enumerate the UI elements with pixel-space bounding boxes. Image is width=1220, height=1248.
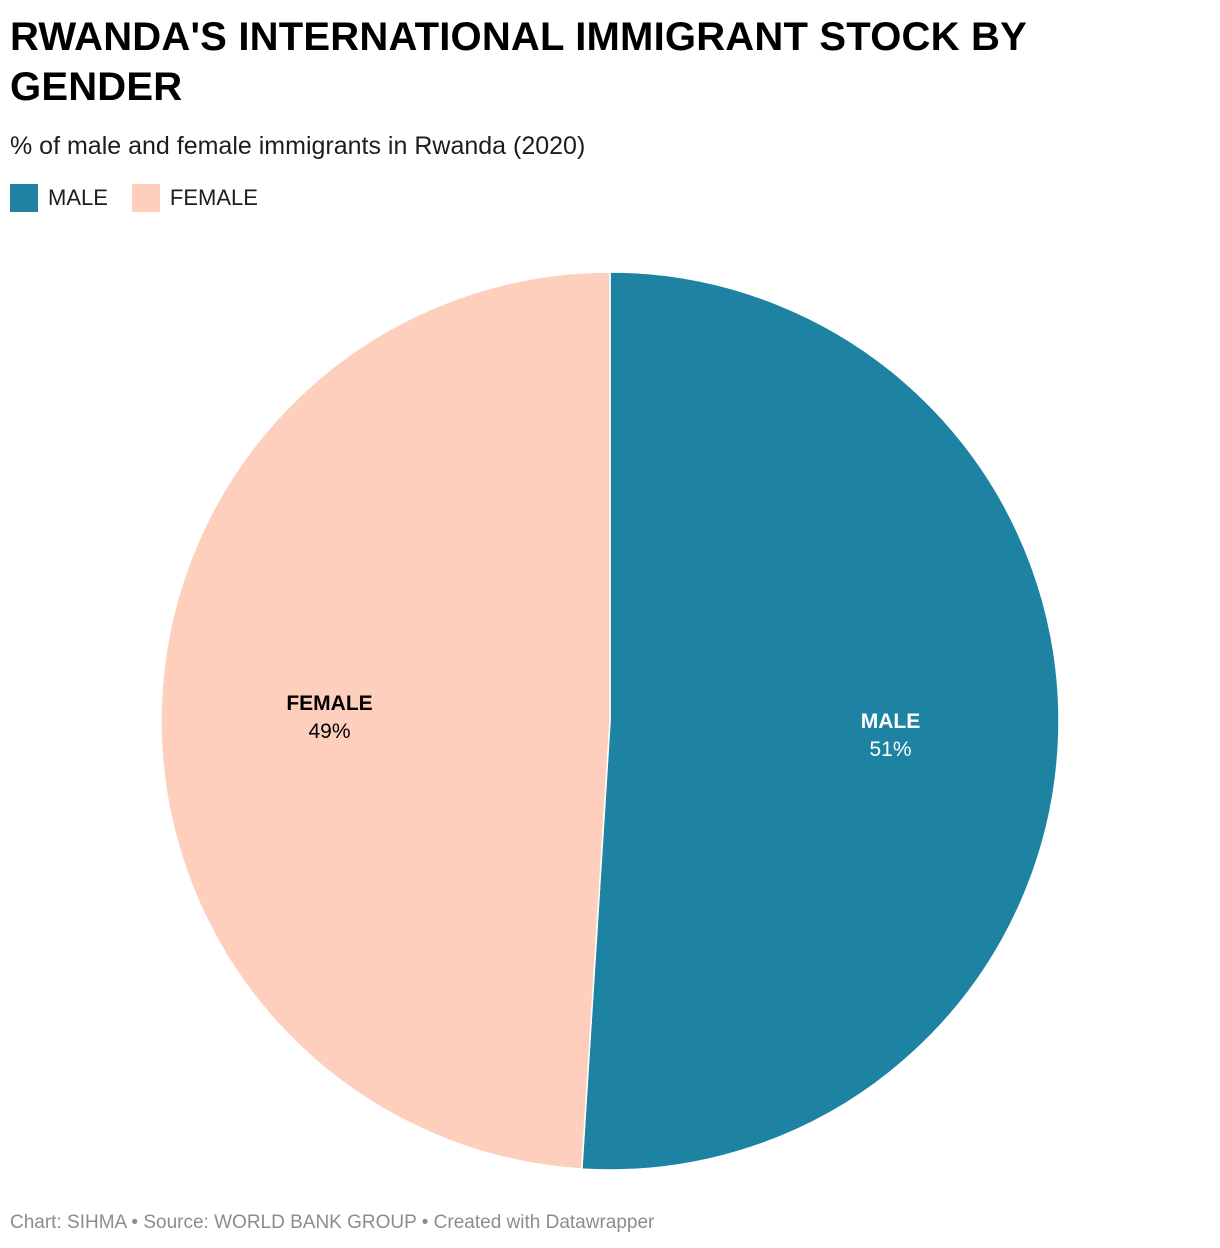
legend: MALE FEMALE: [10, 184, 282, 212]
pie-slice-male: [581, 271, 1060, 1171]
slice-label-male: MALE: [861, 710, 921, 733]
chart-footer: Chart: SIHMA • Source: WORLD BANK GROUP …: [10, 1212, 655, 1233]
legend-label-female: FEMALE: [169, 185, 258, 210]
legend-swatch-female: [131, 184, 160, 212]
pie-slices: [160, 271, 1060, 1171]
pie-slice-female: [160, 271, 611, 1170]
chart-title: RWANDA'S INTERNATIONAL IMMIGRANT STOCK B…: [10, 15, 1027, 109]
legend-item-male: MALE: [10, 184, 108, 212]
slice-value-male: 51%: [869, 738, 911, 761]
slice-label-female: FEMALE: [286, 692, 372, 715]
chart-subtitle: % of male and female immigrants in Rwand…: [10, 132, 586, 160]
slice-value-female: 49%: [308, 720, 350, 743]
pie-labels: MALE 51% FEMALE 49%: [286, 692, 920, 761]
legend-label-male: MALE: [48, 185, 108, 210]
legend-item-female: FEMALE: [131, 184, 258, 212]
legend-swatch-male: [10, 184, 38, 212]
